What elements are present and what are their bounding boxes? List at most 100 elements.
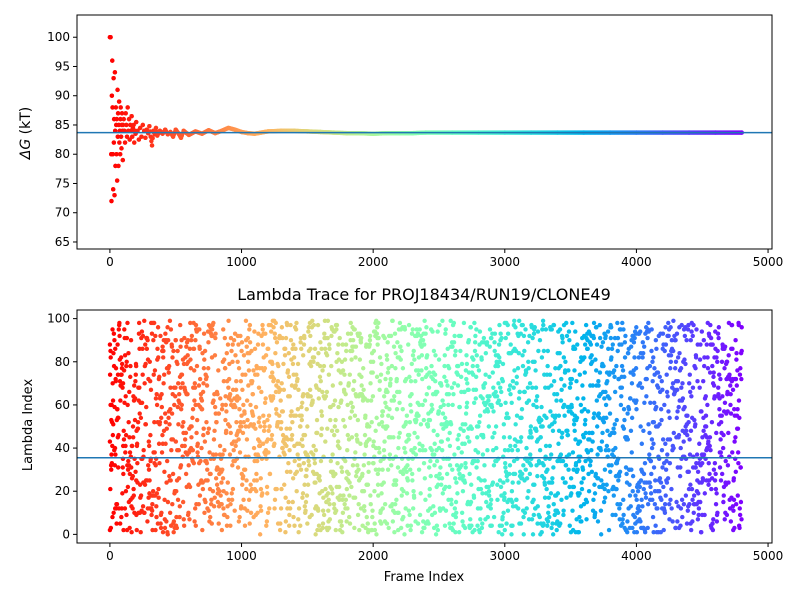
- lambda-trace-point: [408, 402, 413, 408]
- lambda-trace-point: [500, 378, 506, 384]
- lambda-trace-point: [297, 463, 302, 468]
- lambda-trace-point: [498, 402, 504, 408]
- lambda-trace-point: [340, 510, 346, 515]
- lambda-trace-point: [193, 523, 198, 528]
- lambda-trace-point: [152, 419, 157, 425]
- lambda-trace-point: [651, 441, 656, 446]
- lambda-trace-point: [419, 368, 424, 373]
- lambda-trace-point: [604, 443, 610, 449]
- lambda-trace-point: [579, 519, 584, 524]
- lambda-trace-point: [722, 344, 728, 349]
- lambda-trace-point: [293, 413, 299, 418]
- lambda-trace-point: [333, 417, 338, 423]
- lambda-trace-point: [585, 346, 590, 352]
- lambda-trace-point: [730, 346, 735, 352]
- lambda-trace-point: [230, 486, 236, 492]
- lambda-trace-point: [413, 378, 418, 384]
- lambda-trace-point: [293, 346, 298, 352]
- lambda-trace-point: [167, 422, 172, 427]
- lambda-trace-point: [160, 530, 166, 535]
- lambda-trace-point: [448, 422, 454, 427]
- lambda-trace-point: [739, 325, 744, 330]
- lambda-trace-point: [535, 504, 540, 509]
- lambda-trace-point: [325, 426, 330, 431]
- lambda-trace-point: [607, 396, 612, 401]
- lambda-trace-point: [384, 353, 389, 358]
- lambda-trace-point: [532, 482, 537, 487]
- lambda-trace-point: [260, 491, 265, 496]
- lambda-trace-point: [498, 484, 504, 490]
- x-tick-label: 4000: [621, 255, 652, 269]
- lambda-trace-point: [416, 368, 421, 373]
- lambda-trace-point: [605, 329, 611, 334]
- lambda-trace-point: [451, 320, 457, 326]
- lambda-trace-point: [145, 338, 150, 343]
- lambda-trace-point: [502, 491, 507, 496]
- lambda-trace-point: [285, 368, 291, 373]
- lambda-trace-point: [175, 497, 181, 503]
- lambda-trace-point: [160, 432, 165, 438]
- lambda-trace-point: [359, 383, 364, 388]
- lambda-trace-point: [482, 463, 487, 468]
- lambda-trace-point: [497, 355, 502, 360]
- lambda-trace-point: [379, 419, 385, 425]
- lambda-trace-point: [700, 478, 706, 483]
- lambda-trace-point: [443, 327, 448, 332]
- lambda-trace-point: [133, 363, 139, 369]
- lambda-trace-point: [161, 348, 166, 354]
- lambda-trace-point: [222, 335, 228, 341]
- lambda-trace-point: [484, 340, 490, 345]
- delta-g-point: [114, 152, 119, 157]
- lambda-trace-point: [504, 521, 509, 526]
- lambda-trace-point: [569, 404, 574, 410]
- lambda-trace-point: [348, 400, 354, 405]
- lambda-trace-point: [393, 350, 398, 356]
- lambda-trace-point: [245, 359, 251, 364]
- lambda-trace-point: [224, 350, 229, 356]
- lambda-trace-point: [189, 424, 194, 429]
- lambda-trace-point: [440, 448, 445, 453]
- lambda-trace-point: [563, 480, 568, 485]
- lambda-trace-point: [525, 495, 530, 500]
- lambda-trace-point: [350, 463, 356, 468]
- lambda-trace-point: [596, 383, 601, 388]
- lambda-trace-point: [195, 441, 200, 446]
- lambda-trace-point: [695, 517, 701, 522]
- lambda-trace-point: [250, 413, 256, 418]
- lambda-trace-point: [693, 465, 698, 470]
- lambda-trace-point: [246, 383, 251, 388]
- lambda-trace-point: [696, 506, 702, 511]
- delta-g-point: [129, 114, 134, 119]
- lambda-trace-point: [236, 519, 242, 524]
- lambda-trace-point: [374, 374, 380, 380]
- lambda-trace-point: [332, 398, 338, 403]
- lambda-trace-point: [360, 471, 365, 477]
- lambda-trace-point: [461, 320, 467, 326]
- lambda-trace-point: [625, 350, 631, 356]
- lambda-trace-point: [190, 448, 196, 453]
- lambda-trace-point: [372, 489, 377, 494]
- delta-g-point: [118, 105, 123, 110]
- lambda-trace-point: [582, 422, 588, 427]
- lambda-trace-point: [131, 383, 137, 388]
- lambda-trace-point: [166, 370, 171, 375]
- lambda-trace-point: [591, 335, 597, 341]
- lambda-trace-point: [307, 387, 313, 393]
- lambda-trace-point: [184, 344, 189, 349]
- lambda-trace-point: [541, 476, 547, 481]
- lambda-trace-point: [355, 512, 361, 518]
- lambda-trace-point: [280, 335, 285, 341]
- lambda-trace-point: [291, 514, 296, 520]
- lambda-trace-point: [444, 378, 449, 384]
- lambda-trace-point: [397, 430, 402, 436]
- lambda-trace-point: [329, 428, 335, 434]
- lambda-trace-point: [130, 443, 135, 449]
- lambda-trace-point: [365, 521, 370, 526]
- lambda-trace-point: [698, 342, 703, 347]
- lambda-trace-point: [571, 422, 577, 427]
- lambda-trace-point: [477, 413, 483, 418]
- lambda-trace-point: [164, 426, 169, 431]
- lambda-trace-point: [478, 486, 484, 492]
- lambda-trace-point: [422, 318, 427, 323]
